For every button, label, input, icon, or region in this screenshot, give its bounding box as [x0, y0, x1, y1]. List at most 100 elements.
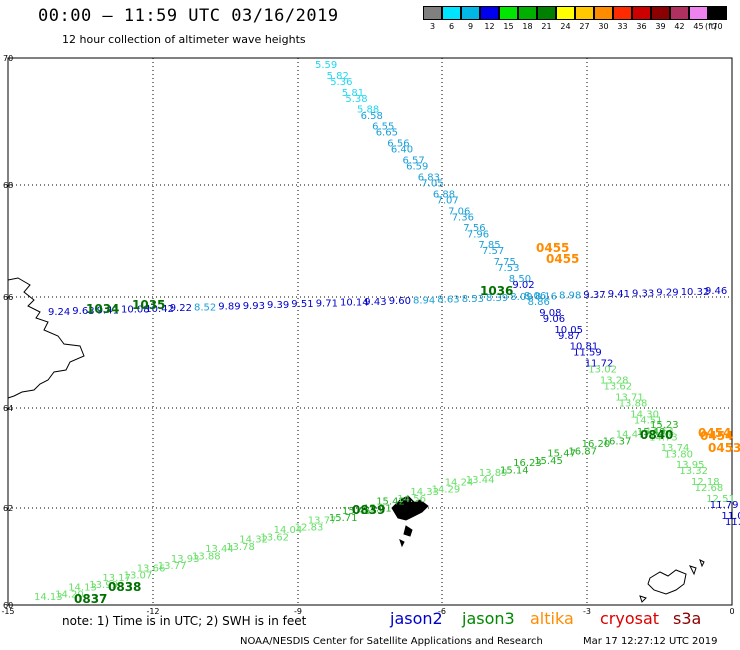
track-a-wave-height-label: 6.83: [418, 172, 440, 183]
scale-bin: 27: [575, 6, 594, 31]
track-c-wave-height-label: 14.56: [397, 494, 426, 505]
track-a-wave-height-label: 5.88: [357, 105, 379, 116]
scale-label: 12: [484, 22, 495, 31]
track-c-wave-height-label: 12.83: [295, 523, 324, 534]
track-b-wave-height-label: 9.71: [316, 298, 338, 309]
track-a-wave-height-label: 13.02: [588, 365, 617, 376]
track-c-wave-height-label: 16.87: [568, 446, 597, 457]
track-a-wave-height-label: 13.88: [619, 399, 648, 410]
track-c-wave-height-label: 14.33: [410, 487, 439, 498]
x-tick-label: -15: [1, 607, 14, 616]
y-tick-label: 70: [3, 54, 13, 63]
track-b-wave-height-label: 9.43: [364, 297, 386, 308]
track-c-wave-height-label: 13.44: [205, 544, 234, 555]
track-a-wave-height-label: 11.72: [585, 359, 614, 370]
scale-bin: 6: [442, 6, 461, 31]
track-a-wave-height-label: 7.06: [448, 206, 470, 217]
track-a-wave-height-label: 13.62: [604, 382, 633, 393]
scale-bin: 3: [423, 6, 442, 31]
scale-bin: 12: [480, 6, 499, 31]
track-b-wave-height-label: 8.53: [462, 294, 484, 305]
track-a-wave-height-label: 7.96: [467, 229, 489, 240]
x-tick-label: 0: [729, 607, 734, 616]
scale-bin: 33: [613, 6, 632, 31]
track-a-wave-height-label: 6.88: [433, 189, 455, 200]
track-c-wave-height-label: 13.77: [158, 561, 187, 572]
track-a-wave-height-label: 12.18: [691, 477, 720, 488]
y-tick-label: 66: [3, 293, 13, 302]
track-a-wave-height-label: 12.51: [706, 494, 735, 505]
scale-label: 45: [693, 22, 704, 31]
legend-jason2: jason2: [390, 609, 443, 628]
track-c-wave-height-label: 13.89: [479, 468, 508, 479]
track-c-wave-height-label: 15.71: [329, 513, 358, 524]
track-b-wave-height-label: 9.46: [705, 286, 727, 297]
scale-swatch: [651, 6, 670, 20]
track-b-wave-height-label: 8.94: [413, 295, 435, 306]
scale-swatch: [689, 6, 708, 20]
track-a-wave-height-label: 6.58: [361, 111, 383, 122]
track-a-wave-height-label: 14.64: [646, 426, 675, 437]
track-b-wave-height-label: 9.60: [389, 296, 411, 307]
scale-bin: 36: [632, 6, 651, 31]
track-b-wave-height-label: 8.98: [559, 291, 581, 302]
scale-label: 36: [636, 22, 647, 31]
track-a-wave-height-label: 7.53: [497, 263, 519, 274]
track-b-wave-height-label: 9.22: [170, 303, 192, 314]
track-a-wave-height-label: 7.57: [482, 246, 504, 257]
y-tick-label: 68: [3, 181, 13, 190]
track-c-wave-height-label: 15.45: [342, 506, 371, 517]
scale-bin: 70: [708, 6, 727, 31]
track-a-wave-height-label: 5.36: [330, 77, 352, 88]
scale-unit-label: (ft): [705, 22, 718, 31]
track-a-wave-height-label: 7.75: [494, 257, 516, 268]
track-a-wave-height-label: 9.02: [512, 280, 534, 291]
track-c-wave-height-label: 16.23: [513, 458, 542, 469]
track-b-wave-height-label: 9.41: [97, 305, 119, 316]
color-scale-legend: 3 6 9 12 15 18 21 24 27 30 33 36 39 42 45 70: [423, 6, 727, 31]
track-a-wave-height-label: 9.08: [539, 308, 561, 319]
track-c-wave-height-label: 14.32: [239, 535, 268, 546]
track-c-wave-height-label: 13.66: [137, 563, 166, 574]
scale-label: 3: [429, 22, 436, 31]
track-a-wave-height-label: 6.57: [403, 156, 425, 167]
scale-swatch: [461, 6, 480, 20]
scale-swatch: [632, 6, 651, 20]
scale-bin: 24: [556, 6, 575, 31]
track-a-wave-height-label: 9.06: [543, 314, 565, 325]
track-c-wave-height-label: 14.04: [274, 525, 303, 536]
track-a-wave-height-label: 7.07: [437, 195, 459, 206]
map-gridlines: -15 -12 -9 -6 -3 0 70 68 66 64 62 60: [1, 54, 734, 616]
scale-label: 9: [467, 22, 474, 31]
scale-label: 24: [560, 22, 571, 31]
track-c-wave-height-label: 13.99: [89, 580, 118, 591]
scale-bin: 42: [670, 6, 689, 31]
track-c-wave-height-label: 15.42: [376, 496, 405, 507]
track-b-wave-height-label: 8.09: [510, 292, 532, 303]
scale-swatch: [423, 6, 442, 20]
track-c-wave-height-label: 13.78: [226, 542, 255, 553]
track-a-wave-height-label: 8.06: [524, 291, 546, 302]
iceland-coastline: [7, 277, 85, 399]
track-a-wave-height-label: 13.28: [600, 376, 629, 387]
track-c-wave-height-label: 16.20: [582, 439, 611, 450]
track-b-wave-height-label: 9.39: [267, 300, 289, 311]
track-a-wave-height-label: 13.80: [664, 449, 693, 460]
map-title: 00:00 – 11:59 UTC 03/16/2019: [38, 6, 339, 26]
legend-cryosat: cryosat: [600, 609, 660, 628]
scale-swatch: [442, 6, 461, 20]
track-a-wave-height-label: 11.01: [721, 511, 740, 522]
jason3-time-label: 0837: [74, 592, 107, 606]
track-c-wave-height-label: 15.23: [650, 420, 679, 431]
jason3-time-label: 0838: [108, 580, 141, 594]
track-b-wave-height-label: 9.51: [291, 299, 313, 310]
legend-jason3: jason3: [462, 609, 515, 628]
scale-bin: 21: [537, 6, 556, 31]
track-c-wave-height-label: 15.47: [547, 449, 576, 460]
scale-swatch: [556, 6, 575, 20]
track-a-wave-height-label: 6.65: [376, 128, 398, 139]
track-a-wave-height-label: 6.56: [387, 139, 409, 150]
jason3-time-label: 0840: [640, 428, 673, 442]
track-a-wave-height-label: 14.51: [634, 415, 663, 426]
